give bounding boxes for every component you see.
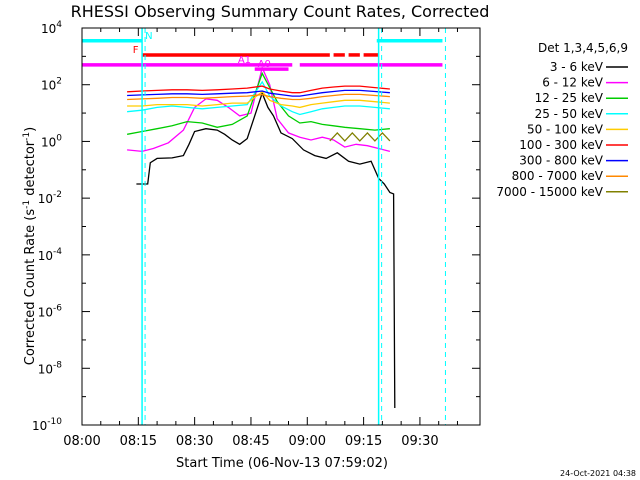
x-tick-label: 08:30 [176,434,213,449]
y-tick-label: 104 [41,20,62,36]
legend-title: Det 1,3,4,5,6,9 [538,41,628,55]
footer-timestamp: 24-Oct-2021 04:38 [560,469,636,478]
x-tick-label: 09:30 [401,434,438,449]
y-tick-label: 10-8 [38,360,63,376]
x-axis: 08:00 08:15 08:30 08:45 09:00 09:15 09:30 [63,28,458,449]
series-line-100-300-kev [127,85,390,94]
chart-title: RHESSI Observing Summary Count Rates, Co… [71,2,490,21]
series-line-6-12-kev [127,65,391,153]
legend-label-300-800-kev: 300 - 800 keV [519,154,603,168]
y-tick-label: 10-4 [38,247,63,263]
x-tick-label: 08:45 [232,434,269,449]
flag-label-a0: A0 [258,59,271,70]
y-axis: 104 102 100 10-2 10-4 10-6 10-8 10-10 [32,20,480,433]
series-line-300-800-kev [127,89,390,97]
legend-label-12-25-kev: 12 - 25 keV [535,91,604,105]
series-line-3-6-kev [136,91,396,409]
series-line-7000-15000-kev [329,131,391,142]
vertical-markers [141,28,446,425]
legend-label-800-7000-kev: 800 - 7000 keV [512,169,604,183]
y-axis-label: Corrected Count Rate (s-1 detector-1) [22,127,38,365]
y-tick-label: 10-6 [38,304,63,320]
y-tick-label: 102 [41,77,62,93]
legend-label-7000-15000-kev: 7000 - 15000 keV [496,185,603,199]
series-lines [126,65,396,409]
legend-label-50-100-kev: 50 - 100 keV [527,122,604,136]
x-tick-label: 08:00 [63,434,100,449]
y-tick-label: 100 [41,133,62,149]
x-tick-label: 08:15 [120,434,157,449]
series-line-50-100-kev [127,90,390,109]
flag-label-a1: A1 [238,55,251,66]
flag-label-f: F [133,45,139,56]
flag-bars: NF A1 A0 [82,31,443,71]
x-axis-label: Start Time (06-Nov-13 07:59:02) [176,456,388,471]
flag-label-n: N [145,31,152,42]
legend-label-25-50-kev: 25 - 50 keV [535,107,604,121]
legend-label-6-12-kev: 6 - 12 keV [542,76,604,90]
legend-label-3-6-kev: 3 - 6 keV [550,60,604,74]
legend-label-100-300-kev: 100 - 300 keV [519,138,603,152]
series-line-12-25-kev [126,71,390,135]
series-line-800-7000-kev [127,93,390,101]
x-tick-label: 09:00 [289,434,326,449]
y-tick-label: 10-2 [38,190,62,206]
y-tick-label: 10-10 [32,417,62,433]
x-tick-label: 09:15 [345,434,382,449]
